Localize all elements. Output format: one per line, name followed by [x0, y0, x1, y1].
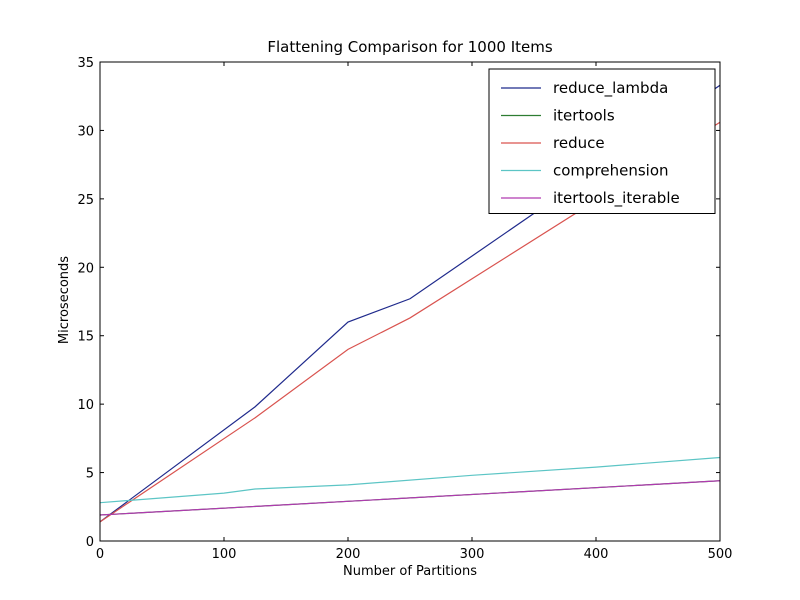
legend-box — [488, 68, 716, 214]
x-tick-label: 300 — [460, 547, 485, 562]
legend-items: reduce_lambda itertools reduce comprehensio… — [501, 79, 680, 208]
y-tick-label: 30 — [77, 124, 94, 139]
series-layer — [99, 84, 721, 523]
legend-label: comprehension — [553, 162, 669, 180]
y-tick-label: 15 — [77, 330, 94, 345]
y-axis-label: Microseconds — [57, 256, 72, 344]
legend: reduce_lambda itertools reduce comprehensio… — [488, 68, 716, 214]
series-line-reduce-lambda — [99, 84, 721, 523]
series-line-itertools-iterable — [99, 480, 721, 516]
series-line-comprehension — [99, 456, 721, 504]
x-tick-label: 500 — [708, 547, 733, 562]
y-tick-label: 10 — [77, 398, 94, 413]
y-tick-label: 5 — [86, 467, 94, 482]
x-tick-label: 100 — [212, 547, 237, 562]
legend-label: reduce — [553, 134, 605, 152]
y-tick-label: 20 — [77, 261, 94, 276]
x-tick-label: 0 — [96, 547, 104, 562]
y-tick-label: 35 — [77, 56, 94, 71]
x-axis-label: Number of Partitions — [343, 564, 477, 579]
x-axis: 0 100 200 300 400 500 — [96, 62, 733, 562]
x-tick-label: 200 — [336, 547, 361, 562]
y-tick-label: 25 — [77, 193, 94, 208]
plot-area-frame — [99, 61, 721, 542]
y-axis: 0 5 10 15 20 25 30 35 — [77, 56, 720, 550]
legend-label: itertools_iterable — [553, 189, 680, 208]
legend-label: itertools — [553, 107, 615, 125]
x-tick-label: 400 — [584, 547, 609, 562]
legend-label: reduce_lambda — [553, 79, 668, 98]
series-line-reduce — [99, 121, 721, 523]
y-tick-label: 0 — [86, 535, 94, 550]
chart-title: Flattening Comparison for 1000 Items — [267, 38, 553, 56]
